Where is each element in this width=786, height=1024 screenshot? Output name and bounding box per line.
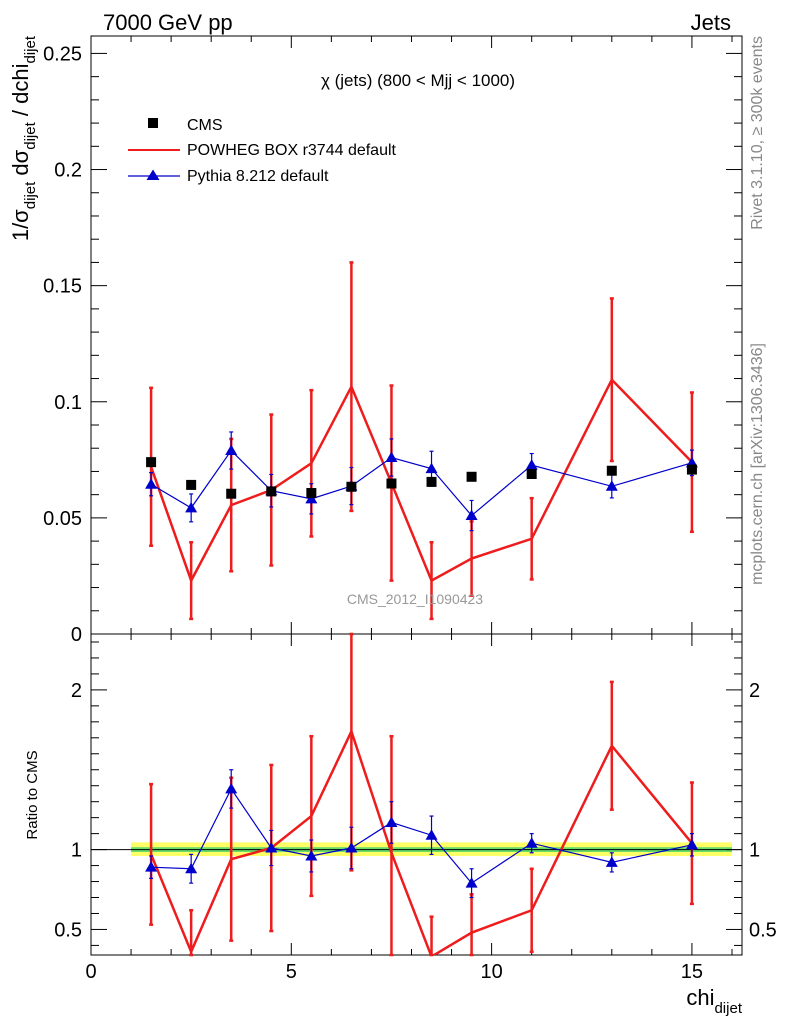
header-right: Jets — [691, 10, 731, 35]
y-tick-label: 0.05 — [43, 508, 82, 530]
ratio-pythia-point — [685, 838, 698, 850]
pythia-point — [385, 451, 398, 463]
legend-label-powheg: POWHEG BOX r3744 default — [187, 142, 397, 159]
ratio-pythia-point — [385, 816, 398, 827]
x-tick-label: 15 — [681, 961, 703, 983]
x-tick-label: 0 — [85, 961, 96, 983]
pythia-point — [185, 501, 198, 513]
cms-point — [186, 479, 197, 490]
cms-point — [226, 488, 237, 499]
mcplots-label: mcplots.cern.ch [arXiv:1306.3436] — [749, 343, 766, 585]
cms-point — [346, 481, 357, 492]
ratio-pythia-point — [185, 862, 198, 874]
ratio-y-tick-label: 2 — [71, 680, 82, 702]
cms-point — [526, 468, 537, 479]
ratio-y-tick-label: 1 — [71, 840, 82, 862]
ratio-pythia-point — [225, 782, 238, 794]
legend-label-cms: CMS — [187, 117, 223, 134]
ratio-powheg-line — [149, 728, 693, 955]
x-axis-label: chidijet — [686, 985, 742, 1017]
cms-point — [606, 465, 617, 476]
legend: CMS POWHEG BOX r3744 default Pythia 8.21… — [128, 117, 397, 185]
ratio-pythia-point — [265, 842, 278, 853]
cms-point — [466, 471, 477, 482]
cms-point — [146, 457, 157, 468]
cms-point — [426, 476, 437, 487]
ratio-pythia-point — [305, 849, 318, 861]
cms-point — [386, 478, 397, 489]
legend-marker-pythia — [146, 169, 160, 180]
pythia-point — [605, 480, 618, 491]
y-tick-label: 0.15 — [43, 276, 82, 298]
powheg-line — [149, 377, 693, 584]
ratio-y-tick-label-right: 2 — [749, 680, 760, 702]
y-tick-label: 0 — [71, 624, 82, 646]
y-tick-label: 0.25 — [43, 43, 82, 65]
pythia-point — [225, 444, 238, 456]
ratio-y-tick-label-right: 1 — [749, 840, 760, 862]
pythia-point — [465, 509, 478, 521]
cms-point — [686, 464, 697, 475]
ratio-pythia-point — [145, 861, 158, 872]
watermark-label: CMS_2012_I1090423 — [347, 591, 483, 607]
main-y-axis-label: 1/σdijet dσdijet / dchidijet — [8, 35, 39, 241]
plot-title: χ (jets) (800 < Mjj < 1000) — [321, 71, 515, 90]
pythia-point — [145, 478, 158, 489]
y-tick-label: 0.2 — [54, 160, 82, 182]
cms-point — [266, 486, 277, 497]
ratio-pythia-line — [151, 787, 693, 884]
ratio-panel-frame — [90, 633, 743, 956]
ratio-y-tick-label-right: 0.5 — [749, 919, 777, 941]
ratio-pythia-point — [605, 856, 618, 867]
ratio-pythia-point — [345, 842, 358, 853]
ratio-y-tick-label: 0.5 — [54, 919, 82, 941]
header-left: 7000 GeV pp — [103, 10, 233, 35]
y-tick-label: 0.1 — [54, 392, 82, 414]
cms-point — [306, 488, 317, 499]
legend-marker-cms — [148, 118, 158, 128]
pythia-point — [305, 492, 318, 504]
legend-label-pythia: Pythia 8.212 default — [187, 168, 329, 185]
pythia-point — [525, 459, 538, 470]
ratio-pythia-point — [525, 837, 538, 848]
x-tick-label: 5 — [286, 961, 297, 983]
rivet-version-label: Rivet 3.1.10, ≥ 300k events — [749, 36, 766, 230]
text-layer: 7000 GeV pp Jets χ (jets) (800 < Mjj < 1… — [8, 10, 766, 1017]
ratio-pythia-point — [465, 877, 478, 888]
data-layer — [145, 261, 698, 957]
pythia-point — [425, 462, 438, 474]
ratio-pythia-point — [425, 829, 438, 840]
ratio-band-layer — [91, 842, 742, 856]
x-tick-label: 10 — [480, 961, 502, 983]
ratio-y-axis-label: Ratio to CMS — [24, 750, 41, 839]
axes-layer: 0 5 10 15 0 0.05 0.1 0.15 0.2 0.25 0.5 0.5 1 1 2 2 — [43, 35, 777, 983]
pythia-line — [150, 449, 693, 517]
